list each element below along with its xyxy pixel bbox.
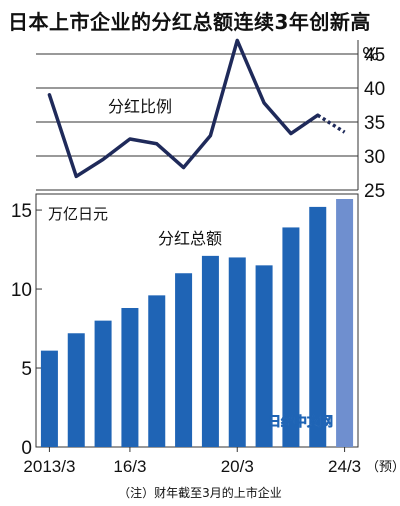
bar-2018/3 — [175, 273, 193, 447]
bar-plot-frame — [35, 193, 359, 448]
bar-2020/3 — [228, 257, 246, 447]
bar-2016/3 — [121, 307, 139, 447]
bar-2013/3 — [40, 350, 58, 447]
bar-x-tick-label: 2013/3 — [23, 457, 75, 476]
line-y-tick-label: 35 — [364, 113, 385, 134]
bar-unit-label: 万亿日元 — [48, 205, 108, 223]
bar-2019/3 — [201, 255, 219, 447]
bar-2022/3 — [282, 227, 300, 447]
line-series-label: 分红比例 — [108, 97, 172, 116]
line-panel: 25 30 35 40 45% 分红比例 — [36, 38, 385, 202]
bar-2015/3 — [94, 320, 112, 447]
bar-y-tick-label: 10 — [11, 280, 32, 301]
bar-y-tick-label: 0 — [21, 438, 32, 459]
bar-y-tick-label: 5 — [21, 359, 32, 380]
line-unit-label: % — [362, 44, 379, 65]
bar-2024/3 — [336, 199, 354, 447]
footnote: （注）财年截至3月的上市企业 — [118, 486, 282, 500]
bar-x-tick-label: 24/3 — [328, 457, 361, 476]
bar-x-tick-label: 20/3 — [221, 457, 254, 476]
watermark: 日经中文网 — [268, 414, 333, 430]
line-y-tick-label: 30 — [364, 147, 385, 168]
line-y-tick-label: 25 — [364, 181, 385, 202]
line-y-tick-label: 40 — [364, 79, 385, 100]
bar-series-label: 分红总额 — [158, 229, 222, 248]
bar-2023/3 — [309, 206, 327, 447]
bar-x-tick-label: 16/3 — [113, 457, 146, 476]
bar-2014/3 — [67, 333, 85, 447]
forecast-note: （预） — [366, 460, 400, 475]
payout-ratio-forecast-line — [316, 113, 346, 134]
chart-title: 日本上市企业的分红总额连续3年创新高 — [8, 10, 371, 34]
bar-2017/3 — [148, 295, 166, 447]
line-y-tick-label: 45 — [364, 45, 385, 66]
bar-y-tick-label: 15 — [11, 201, 32, 222]
bar-2021/3 — [255, 265, 273, 447]
